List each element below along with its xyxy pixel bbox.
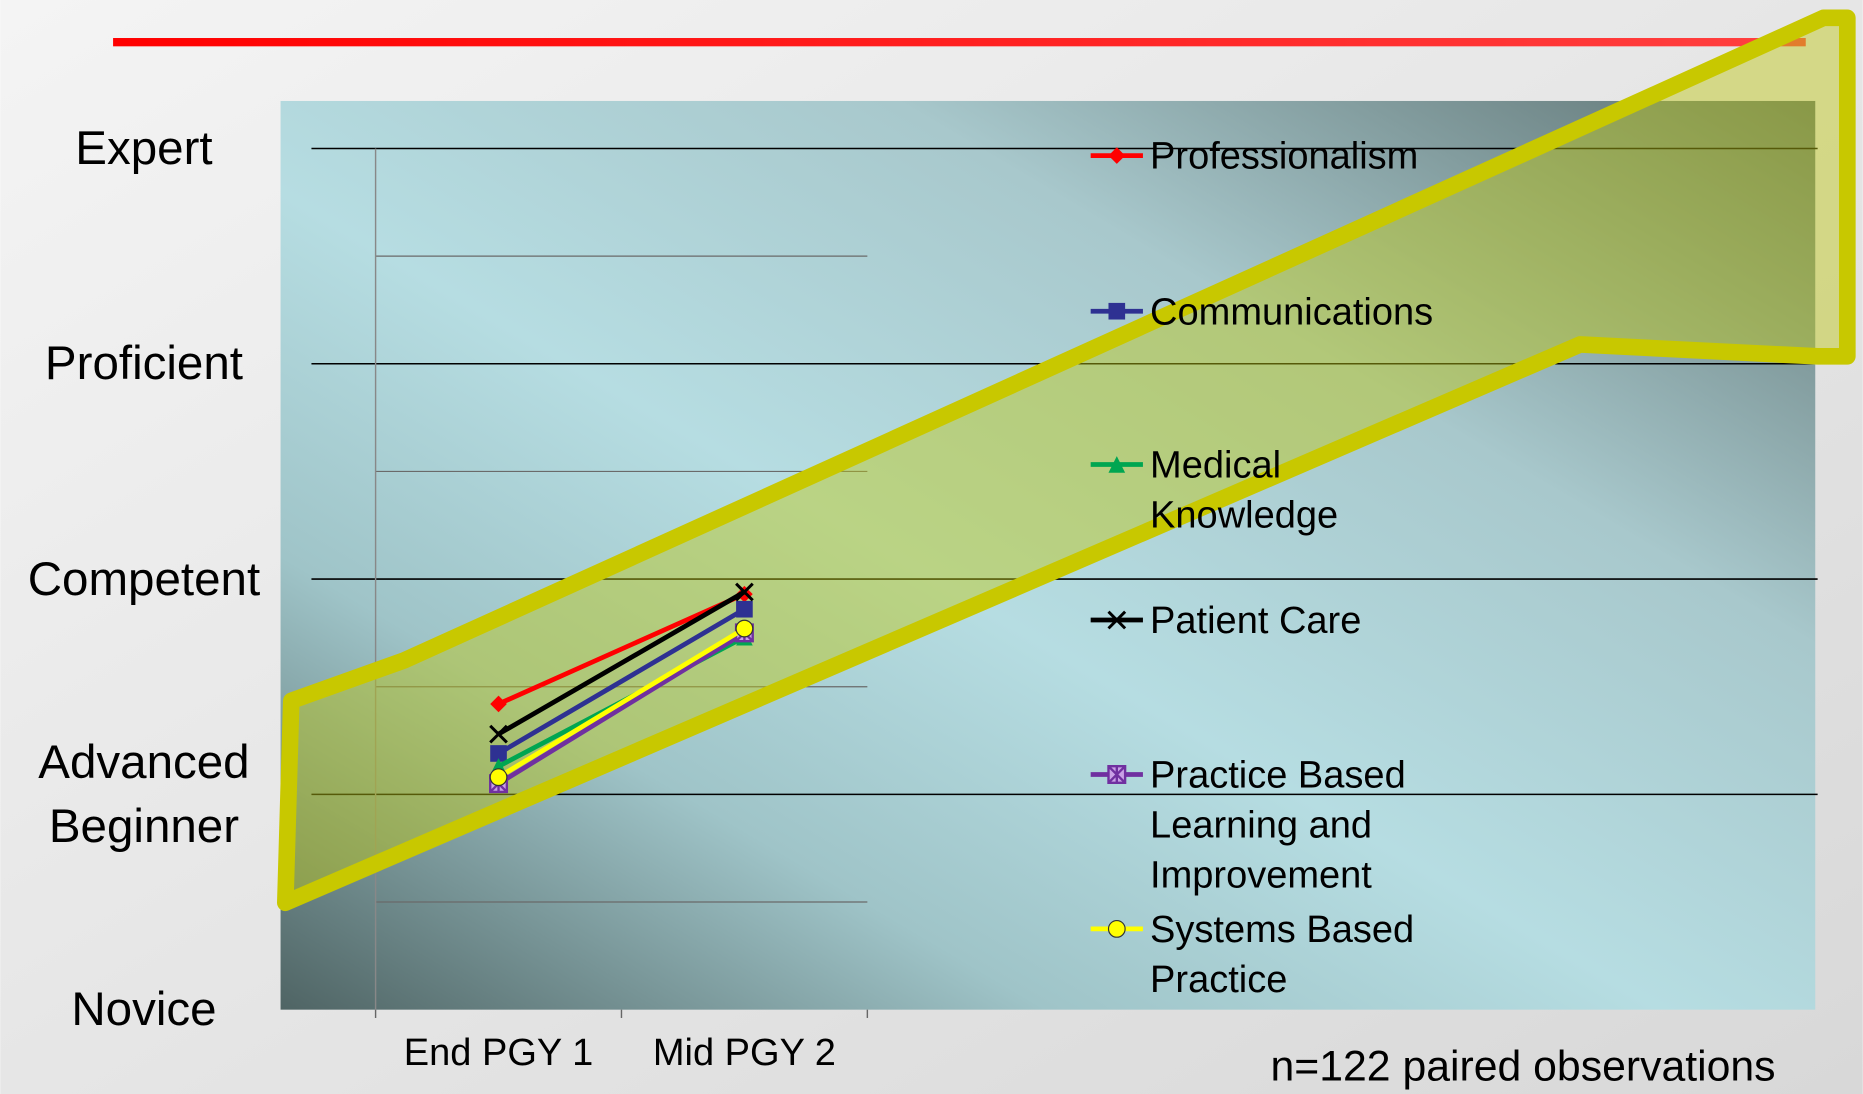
marker (1107, 919, 1126, 938)
legend-label: Practice Based Learning and Improvement (1150, 753, 1406, 896)
y-tick-label-text: Competent (27, 552, 261, 606)
series-line (497, 589, 746, 737)
y-tick-label: Expert (75, 122, 213, 175)
y-tick-label: Advanced Beginner (38, 736, 250, 853)
y-tick-label-text: Advanced Beginner (38, 736, 250, 853)
y-tick-label-text: Novice (71, 983, 217, 1036)
series-layer (489, 582, 754, 794)
legend-label-text: Medical Knowledge (1150, 443, 1339, 536)
legend-label-text: Patient Care (1150, 598, 1362, 642)
legend-label-text: Professionalism (1150, 134, 1419, 177)
y-tick-label: Competent (27, 552, 261, 606)
legend-label-text: Systems Based Practice (1150, 907, 1415, 1001)
legend-label: Medical Knowledge (1150, 443, 1339, 536)
marker (736, 600, 753, 618)
legend-label-text: Communications (1150, 289, 1434, 333)
legend-label: Professionalism (1150, 134, 1419, 177)
y-tick-label-text: Expert (75, 122, 213, 175)
series-line (497, 607, 746, 756)
marker (1108, 302, 1126, 320)
legend-label-text: Practice Based Learning and Improvement (1150, 753, 1406, 896)
marker (490, 695, 507, 713)
series-line (497, 626, 746, 780)
marker (490, 745, 507, 762)
legend-label: Systems Based Practice (1150, 907, 1415, 1001)
marker (735, 582, 754, 602)
y-tick-label-text: Proficient (44, 337, 243, 390)
title-rule (113, 38, 1806, 47)
plot-area (280, 100, 1816, 1010)
series-line (497, 591, 746, 707)
progress-band (277, 9, 1856, 912)
y-tick-label: Novice (71, 983, 217, 1036)
marker (1108, 147, 1126, 164)
marker (735, 619, 754, 638)
marker (1107, 610, 1127, 630)
marker (1107, 764, 1127, 784)
marker (1108, 456, 1126, 473)
legend-label: Patient Care (1150, 598, 1362, 642)
marker (489, 724, 508, 744)
x-tick-label: Mid PGY 2 (653, 1032, 836, 1074)
legend-label: Communications (1150, 289, 1434, 333)
x-tick-label: End PGY 1 (404, 1032, 593, 1074)
annotation: n=122 paired observations (1271, 1042, 1776, 1090)
marker (489, 768, 508, 787)
y-tick-label: Proficient (44, 337, 243, 390)
series-line (497, 630, 746, 786)
